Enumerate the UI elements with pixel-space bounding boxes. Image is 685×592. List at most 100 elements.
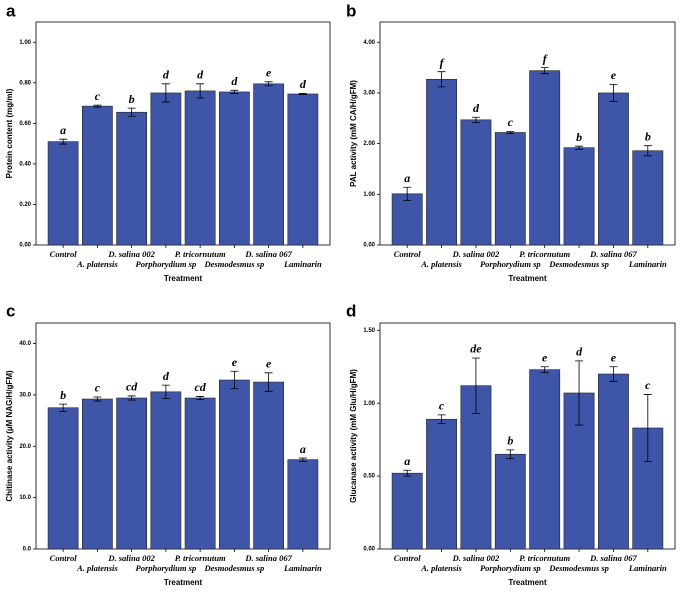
x-tick-label: P. tricornutum: [519, 249, 570, 259]
panel-label: a: [6, 1, 16, 20]
error-bar: [437, 71, 446, 88]
x-tick-label: Desmodesmus sp: [204, 563, 265, 573]
significance-letter: e: [266, 66, 272, 80]
x-tick-label: Control: [50, 249, 78, 259]
x-tick-label: Porphorydium sp: [480, 259, 541, 269]
y-tick-label: 40.0: [19, 341, 31, 347]
bar: [598, 92, 629, 246]
error-bar: [127, 395, 136, 401]
error-bar: [59, 138, 68, 145]
bar: [184, 90, 216, 246]
significance-letter: d: [473, 101, 480, 115]
error-bar: [643, 394, 652, 462]
significance-letter: b: [576, 130, 582, 144]
x-tick-label: D. salina 002: [107, 553, 155, 563]
x-tick-label: Control: [394, 249, 422, 259]
bar: [391, 472, 423, 550]
error-bar: [403, 186, 412, 201]
y-tick-label: 1.50: [363, 328, 375, 334]
error-bar: [230, 89, 239, 94]
panel-label: c: [6, 301, 15, 320]
y-tick-label: 0.00: [19, 243, 31, 249]
significance-letter: d: [163, 369, 170, 383]
x-axis-label: Treatment: [508, 274, 547, 283]
significance-letter: c: [95, 89, 101, 103]
y-tick-label: 3.00: [363, 91, 375, 97]
x-tick-label: A. platensis: [420, 259, 462, 269]
bar: [494, 132, 526, 246]
significance-letter: c: [439, 399, 445, 413]
bar: [287, 93, 319, 246]
significance-letter: e: [611, 68, 617, 82]
x-tick-label: Desmodesmus sp: [548, 563, 609, 573]
x-tick-label: Porphorydium sp: [136, 259, 197, 269]
error-bar: [93, 396, 102, 402]
x-tick-label: Laminarin: [283, 563, 322, 573]
y-tick-label: 2.00: [363, 141, 375, 147]
y-axis-label: Protein content (mg/ml): [5, 88, 14, 178]
error-bar: [196, 396, 205, 400]
bar: [150, 391, 182, 550]
x-tick-label: Control: [50, 553, 78, 563]
panel-label: b: [346, 1, 356, 20]
x-axis-label: Treatment: [164, 274, 203, 283]
y-axis-label: PAL activity (mM CA/H/gFM): [349, 80, 358, 187]
y-tick-label: 1.00: [363, 401, 375, 407]
y-tick-label: 0.80: [19, 80, 31, 86]
significance-letter: e: [232, 355, 238, 369]
x-tick-label: A. platensis: [76, 259, 118, 269]
y-tick-label: 10.0: [19, 495, 31, 501]
x-tick-label: Control: [394, 553, 422, 563]
bar: [47, 407, 79, 550]
significance-letter: d: [163, 68, 170, 82]
y-tick-label: 0.60: [19, 121, 31, 127]
x-tick-label: Porphorydium sp: [136, 563, 197, 573]
bar: [529, 70, 561, 246]
plot-frame: [379, 21, 676, 246]
bar: [219, 379, 250, 550]
y-tick-label: 0.00: [363, 547, 375, 553]
x-tick-label: D. salina 067: [244, 553, 292, 563]
error-bar: [471, 357, 480, 414]
y-tick-label: 1.00: [363, 192, 375, 198]
y-tick-label: 30.0: [19, 392, 31, 398]
x-tick-label: Laminarin: [283, 259, 322, 269]
bar: [184, 397, 216, 550]
y-tick-label: 20.0: [19, 444, 31, 450]
x-axis-label: Treatment: [508, 578, 547, 587]
y-tick-label: 0.50: [363, 474, 375, 480]
significance-letter: d: [300, 77, 307, 91]
bar: [494, 453, 526, 550]
error-bar: [196, 83, 205, 99]
bar: [287, 459, 319, 550]
significance-letter: cd: [126, 380, 138, 394]
x-tick-label: D. salina 067: [589, 249, 637, 259]
error-bar: [540, 366, 549, 373]
significance-letter: d: [197, 68, 204, 82]
x-tick-label: D. salina 067: [589, 553, 637, 563]
x-tick-label: Desmodesmus sp: [548, 259, 609, 269]
significance-letter: d: [576, 345, 583, 359]
x-tick-label: D. salina 002: [107, 249, 155, 259]
significance-letter: a: [404, 454, 410, 468]
bar: [82, 398, 113, 550]
significance-letter: de: [470, 342, 482, 356]
bar: [253, 83, 284, 246]
error-bar: [161, 83, 170, 103]
bar: [116, 397, 147, 550]
error-bar: [161, 384, 170, 399]
error-bar: [403, 469, 412, 477]
significance-letter: cd: [194, 380, 206, 394]
y-axis-label: Glucanase activity (mM Glu/H/gFM): [349, 369, 358, 503]
significance-letter: b: [507, 434, 513, 448]
significance-letter: f: [440, 55, 445, 69]
x-tick-label: D. salina 002: [452, 249, 500, 259]
error-bar: [93, 104, 102, 108]
bar: [82, 105, 113, 246]
significance-letter: e: [542, 350, 548, 364]
y-tick-label: 0.00: [363, 243, 375, 249]
plot-frame: [35, 21, 331, 246]
error-bar: [298, 457, 307, 462]
plot-frame: [379, 322, 676, 550]
